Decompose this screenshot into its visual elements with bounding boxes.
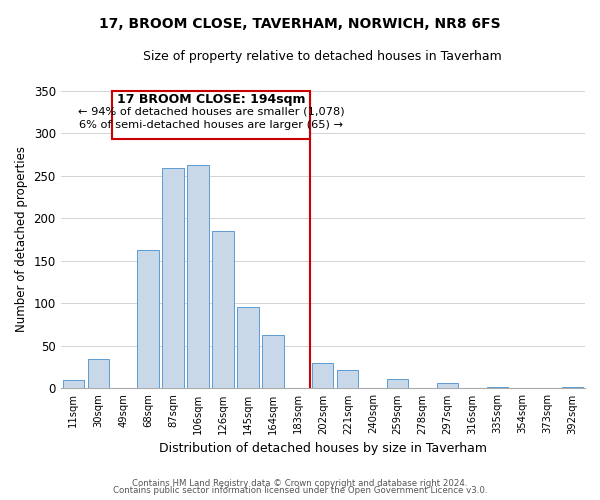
Title: Size of property relative to detached houses in Taverham: Size of property relative to detached ho…: [143, 50, 502, 63]
FancyBboxPatch shape: [112, 90, 310, 139]
Bar: [487, 386, 508, 388]
Bar: [262, 335, 284, 388]
Bar: [387, 379, 409, 388]
X-axis label: Distribution of detached houses by size in Taverham: Distribution of detached houses by size …: [159, 442, 487, 455]
Text: 6% of semi-detached houses are larger (65) →: 6% of semi-detached houses are larger (6…: [79, 120, 343, 130]
Bar: [187, 166, 209, 388]
Bar: [62, 380, 84, 388]
Bar: [238, 306, 259, 388]
Text: Contains public sector information licensed under the Open Government Licence v3: Contains public sector information licen…: [113, 486, 487, 495]
Bar: [88, 358, 109, 388]
Bar: [163, 168, 184, 388]
Bar: [337, 370, 358, 388]
Bar: [437, 384, 458, 388]
Bar: [312, 363, 334, 388]
Bar: [562, 386, 583, 388]
Bar: [137, 250, 158, 388]
Bar: [212, 231, 233, 388]
Text: 17 BROOM CLOSE: 194sqm: 17 BROOM CLOSE: 194sqm: [117, 92, 305, 106]
Y-axis label: Number of detached properties: Number of detached properties: [15, 146, 28, 332]
Text: Contains HM Land Registry data © Crown copyright and database right 2024.: Contains HM Land Registry data © Crown c…: [132, 478, 468, 488]
Text: ← 94% of detached houses are smaller (1,078): ← 94% of detached houses are smaller (1,…: [78, 107, 344, 117]
Text: 17, BROOM CLOSE, TAVERHAM, NORWICH, NR8 6FS: 17, BROOM CLOSE, TAVERHAM, NORWICH, NR8 …: [99, 18, 501, 32]
